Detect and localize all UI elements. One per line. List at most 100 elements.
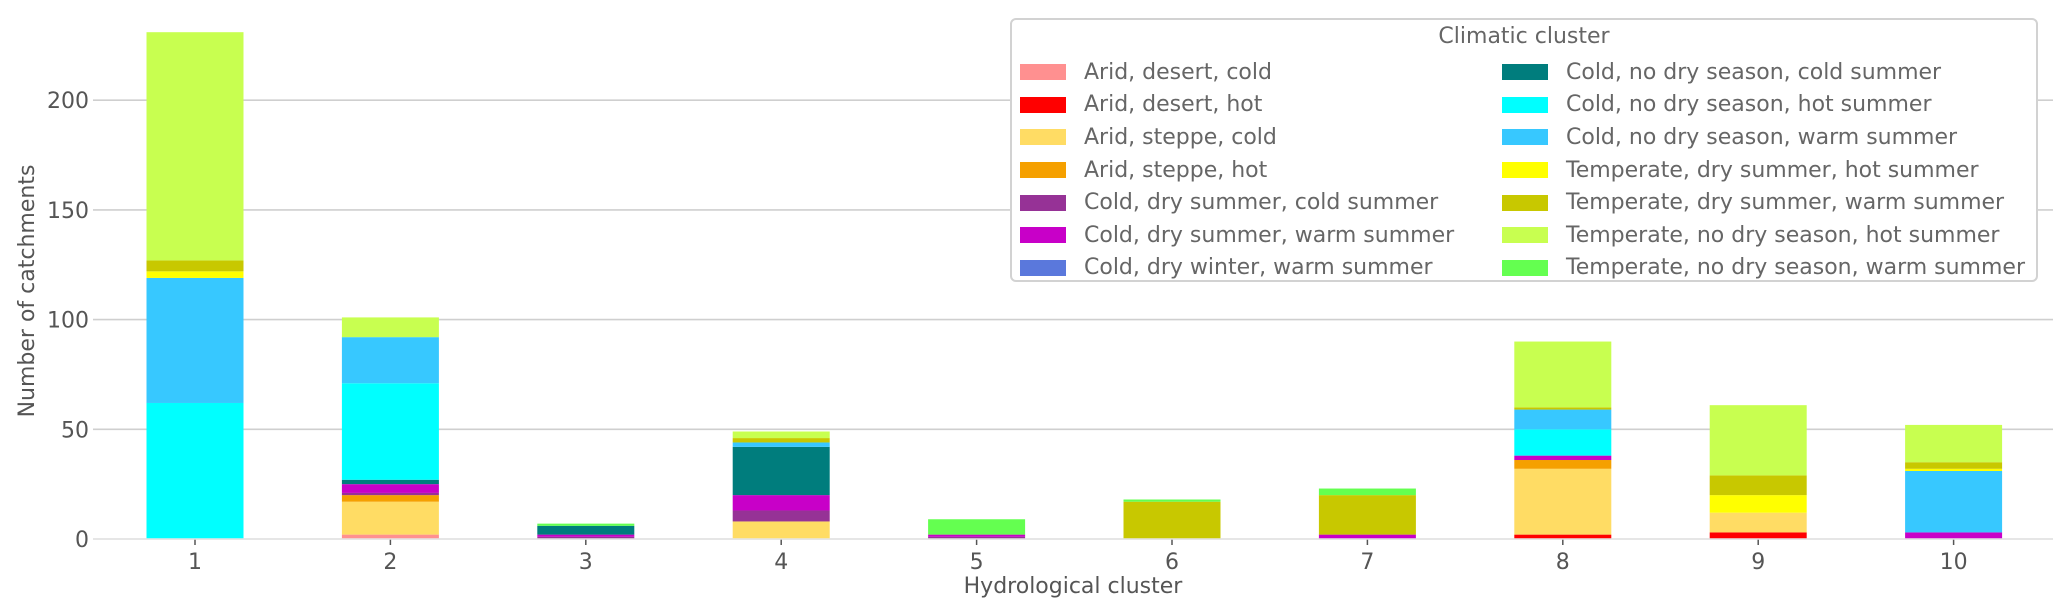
x-tick-label: 10 — [1940, 550, 1968, 575]
legend-item: Cold, no dry season, cold summer — [1502, 56, 2030, 89]
legend-item: Temperate, dry summer, hot summer — [1502, 154, 2030, 187]
bar-segment — [1514, 429, 1612, 456]
y-tick-label: 200 — [47, 89, 89, 114]
bar-segment — [1123, 501, 1221, 539]
bar-segment — [1318, 534, 1416, 539]
legend-label: Cold, no dry season, warm summer — [1566, 124, 1958, 150]
y-axis-label: Number of catchments — [15, 165, 40, 418]
legend-swatch — [1020, 129, 1066, 146]
legend-item: Cold, dry summer, cold summer — [1020, 186, 1502, 219]
bar-segment — [1905, 470, 2003, 533]
legend-label: Temperate, no dry season, warm summer — [1566, 255, 2025, 281]
x-tick-label: 2 — [383, 550, 397, 575]
legend-swatch — [1020, 194, 1066, 211]
legend-label: Cold, dry winter, warm summer — [1084, 255, 1433, 281]
bar-segment — [341, 534, 439, 539]
legend-swatch — [1502, 129, 1548, 146]
bar-segment — [537, 525, 635, 535]
bar-segment — [341, 495, 439, 502]
bar-segment — [732, 442, 830, 447]
legend-item: Temperate, no dry season, hot summer — [1502, 219, 2030, 252]
bar-segment — [1905, 468, 2003, 471]
legend-swatch — [1020, 162, 1066, 179]
legend-swatch — [1502, 64, 1548, 81]
legend-label: Cold, no dry season, hot summer — [1566, 92, 1932, 118]
legend-swatch — [1020, 64, 1066, 81]
legend-swatch — [1020, 259, 1066, 276]
x-tick-label: 1 — [188, 550, 202, 575]
legend-label: Cold, dry summer, warm summer — [1084, 222, 1455, 248]
bar-segment — [1514, 407, 1612, 410]
bar-segment — [1514, 460, 1612, 469]
legend-item: Arid, steppe, hot — [1020, 154, 1502, 187]
bar-segment — [928, 536, 1026, 539]
bar-segment — [1123, 499, 1221, 502]
legend-swatch — [1502, 96, 1548, 113]
bar-segment — [732, 495, 830, 511]
legend-swatch — [1502, 194, 1548, 211]
x-tick-label: 5 — [970, 550, 984, 575]
bar-segment — [341, 501, 439, 535]
x-tick-label: 7 — [1360, 550, 1374, 575]
legend: Climatic cluster Arid, desert, cold Arid,… — [1010, 18, 2038, 282]
bar-segment — [537, 534, 635, 537]
legend-swatch — [1502, 259, 1548, 276]
bar-segment — [341, 317, 439, 338]
bar-segment — [1905, 424, 2003, 463]
bar-segment — [146, 402, 244, 539]
legend-item: Temperate, no dry season, warm summer — [1502, 252, 2030, 285]
x-tick-label: 3 — [579, 550, 593, 575]
x-tick-label: 4 — [774, 550, 788, 575]
legend-swatch — [1020, 96, 1066, 113]
bar-segment — [732, 438, 830, 443]
legend-label: Cold, no dry season, cold summer — [1566, 59, 1942, 85]
bar-segment — [537, 536, 635, 539]
legend-item: Cold, dry winter, warm summer — [1020, 252, 1502, 285]
legend-item: Cold, no dry season, hot summer — [1502, 89, 2030, 122]
y-tick-label: 100 — [47, 309, 89, 334]
legend-item: Arid, steppe, cold — [1020, 121, 1502, 154]
legend-items: Arid, desert, cold Arid, desert, hot Arid,… — [1020, 56, 2030, 284]
bar-segment — [1709, 495, 1807, 513]
legend-label: Temperate, dry summer, warm summer — [1566, 190, 2005, 216]
y-tick-label: 0 — [75, 528, 89, 553]
bar-segment — [1905, 462, 2003, 469]
bar-segment — [732, 521, 830, 539]
legend-item: Arid, desert, cold — [1020, 56, 1502, 89]
bar-segment — [732, 510, 830, 522]
bar-segment — [146, 271, 244, 278]
legend-item: Cold, no dry season, warm summer — [1502, 121, 2030, 154]
bar-segment — [146, 260, 244, 272]
bar-segment — [1318, 495, 1416, 535]
bar-segment — [1514, 468, 1612, 535]
bar-segment — [928, 519, 1026, 535]
bar-segment — [537, 523, 635, 526]
bar-segment — [732, 431, 830, 439]
bar-segment — [1514, 455, 1612, 461]
legend-item: Cold, dry summer, warm summer — [1020, 219, 1502, 252]
bar-segment — [146, 277, 244, 403]
x-tick-label: 8 — [1556, 550, 1570, 575]
bar-segment — [341, 337, 439, 384]
legend-item: Arid, desert, hot — [1020, 89, 1502, 122]
bar-segment — [1709, 405, 1807, 476]
legend-swatch — [1020, 227, 1066, 244]
bar-segment — [1514, 409, 1612, 430]
bar-segment — [1318, 488, 1416, 496]
legend-title: Climatic cluster — [1438, 24, 1610, 49]
legend-label: Arid, desert, hot — [1084, 92, 1263, 118]
axes: 0 50 100 150 200 1 2 3 4 5 6 7 8 9 10 — [47, 89, 2053, 575]
bar-segment — [341, 383, 439, 480]
bar-segment — [1709, 532, 1807, 539]
bar-segment — [1514, 534, 1612, 539]
bar-segment — [341, 484, 439, 493]
legend-label: Cold, dry summer, cold summer — [1084, 190, 1439, 216]
y-tick-label: 150 — [47, 199, 89, 224]
bar-segment — [1709, 475, 1807, 496]
legend-swatch — [1502, 227, 1548, 244]
bars — [146, 32, 2003, 539]
bar-segment — [1514, 341, 1612, 408]
x-tick-label: 6 — [1165, 550, 1179, 575]
legend-swatch — [1502, 162, 1548, 179]
